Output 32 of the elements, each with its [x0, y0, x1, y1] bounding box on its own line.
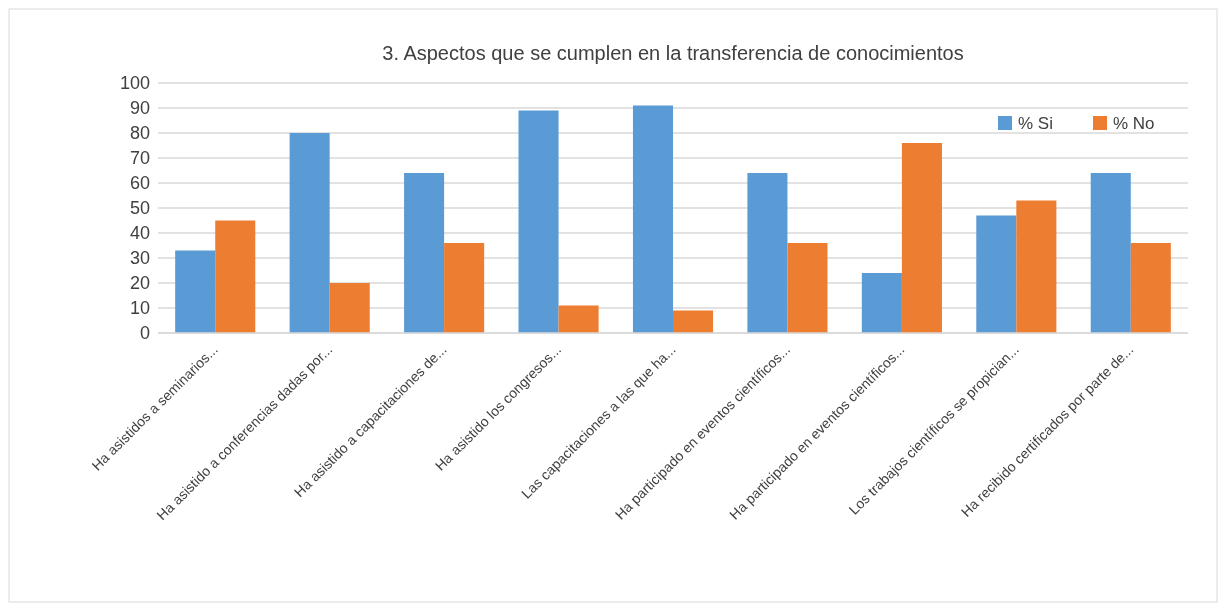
y-tick-label: 50	[129, 198, 150, 219]
y-tick-label: 0	[139, 323, 150, 344]
legend-label: % No	[1113, 113, 1155, 133]
bar	[861, 273, 902, 333]
y-tick-label: 40	[129, 223, 150, 244]
y-tick-label: 70	[129, 148, 150, 169]
bar	[1016, 200, 1057, 333]
bar	[632, 105, 673, 333]
chart-title: 3. Aspectos que se cumplen en la transferencia de conocimientos	[382, 42, 964, 64]
bar	[215, 220, 256, 333]
y-tick-label: 20	[129, 273, 150, 294]
bar	[901, 143, 942, 333]
bar	[558, 305, 599, 333]
y-tick-label: 100	[119, 73, 150, 94]
bar	[289, 133, 330, 333]
y-tick-label: 90	[129, 98, 150, 119]
legend-label: % Si	[1018, 113, 1053, 133]
y-tick-label: 80	[129, 123, 150, 144]
y-tick-label: 30	[129, 248, 150, 269]
bar	[1090, 173, 1131, 333]
bar	[787, 243, 828, 333]
bar	[404, 173, 445, 333]
bar	[673, 310, 714, 333]
bar	[444, 243, 485, 333]
bar	[329, 283, 370, 333]
bar	[175, 250, 216, 333]
y-tick-label: 60	[129, 173, 150, 194]
bar	[976, 215, 1017, 333]
y-tick-label: 10	[129, 298, 150, 319]
bar	[747, 173, 788, 333]
bar	[1130, 243, 1171, 333]
bar	[518, 110, 559, 333]
